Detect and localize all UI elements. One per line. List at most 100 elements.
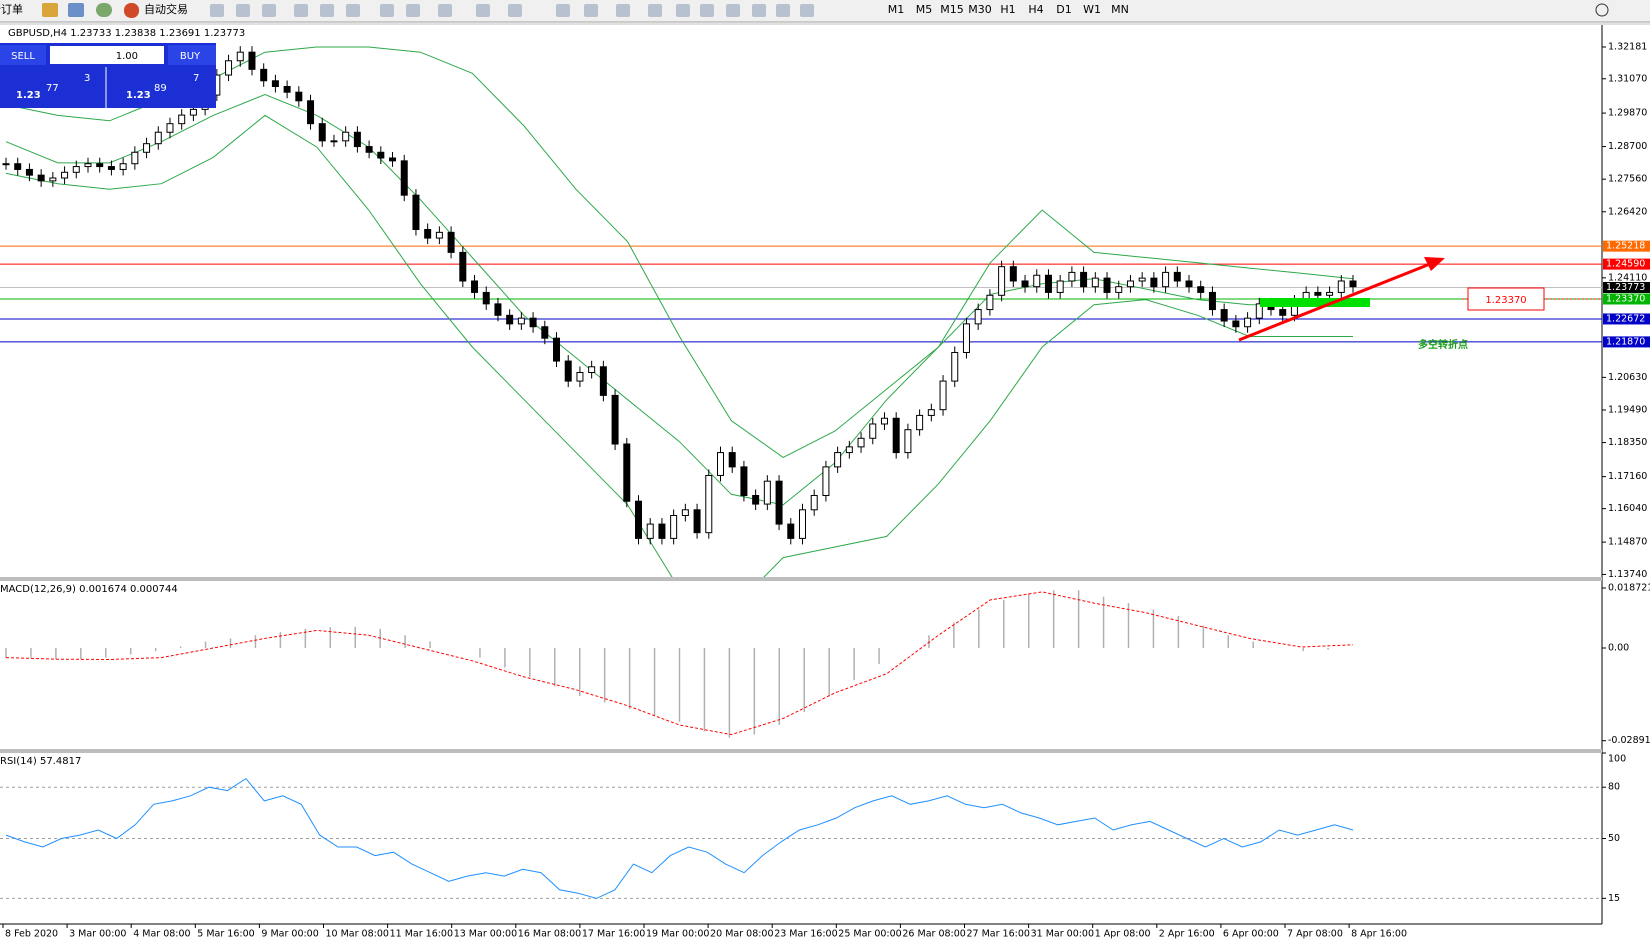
- toolbar-icon[interactable]: [556, 4, 570, 17]
- x-tick-label: 7 Apr 08:00: [1287, 929, 1343, 940]
- candle: [962, 323, 970, 353]
- toolbar-icon[interactable]: [648, 4, 662, 17]
- toolbar-icon[interactable]: [508, 4, 522, 17]
- auto-trading-icon[interactable]: [124, 3, 139, 18]
- bid-fraction: 3: [84, 73, 90, 84]
- y-tick-label: 15: [1608, 893, 1620, 904]
- x-tick-label: 2 Apr 16:00: [1159, 929, 1215, 940]
- candle: [447, 231, 455, 253]
- candle: [1314, 291, 1322, 296]
- toolbar-icon[interactable]: [776, 4, 790, 17]
- new-order-button[interactable]: 新订单: [0, 2, 23, 16]
- sell-button[interactable]: SELL: [11, 51, 35, 62]
- x-tick-label: 3 Mar 00:00: [69, 929, 126, 940]
- candle: [1244, 317, 1252, 328]
- candle: [400, 160, 408, 196]
- price-line-tag: [1603, 281, 1650, 293]
- candle: [892, 417, 900, 454]
- toolbar-icon[interactable]: [210, 4, 224, 17]
- candle: [635, 500, 643, 539]
- toolbar-icon[interactable]: [476, 4, 490, 17]
- x-tick-label: 25 Mar 00:00: [838, 929, 901, 940]
- lots-input[interactable]: [50, 46, 164, 64]
- timeframe-button[interactable]: MN: [1111, 3, 1129, 16]
- toolbar-icon[interactable]: [96, 3, 112, 17]
- timeframe-button[interactable]: D1: [1056, 3, 1071, 16]
- toolbar-icon[interactable]: [676, 4, 690, 17]
- toolbar-tools: [210, 4, 814, 17]
- candle: [49, 177, 57, 182]
- y-tick-label: 1.14870: [1608, 537, 1647, 548]
- candle: [506, 314, 514, 325]
- candle: [482, 291, 490, 305]
- candle: [974, 309, 982, 325]
- x-tick-label: 1 Apr 08:00: [1095, 929, 1151, 940]
- lots-value[interactable]: 1.00: [116, 51, 138, 62]
- toolbar-icon[interactable]: [726, 4, 740, 17]
- price-line-label: 1.23773: [1606, 282, 1645, 293]
- toolbar-icon[interactable]: [406, 4, 420, 17]
- candle: [307, 100, 315, 125]
- toolbar-icon[interactable]: [294, 4, 308, 17]
- x-tick-label: 9 Mar 00:00: [261, 929, 318, 940]
- toolbar-icon[interactable]: [584, 4, 598, 17]
- candle: [1185, 280, 1193, 288]
- ask-pips: 89: [154, 83, 167, 94]
- timeframe-button[interactable]: M15: [940, 3, 964, 16]
- timeframe-button[interactable]: W1: [1083, 3, 1101, 16]
- x-tick-label: 17 Mar 16:00: [582, 929, 645, 940]
- toolbar-icon[interactable]: [752, 4, 766, 17]
- auto-trading-button[interactable]: 自动交易: [144, 2, 188, 16]
- search-icon[interactable]: [1595, 3, 1609, 17]
- y-tick-label: 1.19490: [1608, 404, 1647, 415]
- candle: [119, 163, 127, 170]
- price-line-label: 1.23370: [1606, 293, 1645, 304]
- timeframe-button[interactable]: M1: [888, 3, 905, 16]
- x-tick-label: 11 Mar 16:00: [390, 929, 453, 940]
- toolbar-icon[interactable]: [616, 4, 630, 17]
- buy-button-bg[interactable]: [168, 45, 216, 65]
- candle: [189, 108, 197, 116]
- toolbar-icon[interactable]: [800, 4, 814, 17]
- y-tick-label: 1.31070: [1608, 73, 1647, 84]
- ask-big: 1.23: [126, 90, 151, 101]
- toolbar-icon[interactable]: [262, 4, 276, 17]
- timeframe-button[interactable]: M5: [916, 3, 933, 16]
- candle: [916, 414, 924, 431]
- toolbar-icon[interactable]: [346, 4, 360, 17]
- candle: [131, 151, 139, 165]
- pane-top: [0, 23, 1650, 25]
- price-line-tag: [1603, 313, 1650, 325]
- candle: [1326, 291, 1334, 296]
- timeframe-button[interactable]: H4: [1028, 3, 1043, 16]
- candle: [1349, 280, 1357, 288]
- candle: [72, 166, 80, 173]
- toolbar-icon[interactable]: [68, 3, 84, 17]
- candle: [389, 157, 397, 162]
- turning-point-label: 多空转折点: [1418, 338, 1468, 351]
- one-click-trading: SELL 1.00 BUY 1.23 77 3 1.23 89 7: [0, 43, 216, 108]
- candle: [810, 494, 818, 511]
- sell-button-bg[interactable]: [0, 45, 46, 65]
- buy-button[interactable]: BUY: [180, 51, 201, 62]
- candle: [1255, 303, 1263, 319]
- candle: [424, 228, 432, 239]
- y-tick-label: 1.24110: [1608, 272, 1647, 283]
- toolbar-icon[interactable]: [438, 4, 452, 17]
- timeframe-button[interactable]: M30: [968, 3, 992, 16]
- candle: [1068, 271, 1076, 282]
- symbol-info: GBPUSD,H4 1.23733 1.23838 1.23691 1.2377…: [8, 28, 245, 39]
- toolbar-icon[interactable]: [236, 4, 250, 17]
- toolbar-icon[interactable]: [42, 3, 58, 17]
- toolbar-icon[interactable]: [380, 4, 394, 17]
- bollinger-lower: [5, 114, 1353, 577]
- y-tick-label: 1.27560: [1608, 174, 1647, 185]
- toolbar-icon[interactable]: [700, 4, 714, 17]
- timeframe-button[interactable]: H1: [1000, 3, 1015, 16]
- price-line-label: 1.21870: [1606, 336, 1645, 347]
- toolbar-icon[interactable]: [320, 4, 334, 17]
- candle: [412, 194, 420, 230]
- x-tick-label: 27 Mar 16:00: [967, 929, 1030, 940]
- candle: [178, 114, 186, 125]
